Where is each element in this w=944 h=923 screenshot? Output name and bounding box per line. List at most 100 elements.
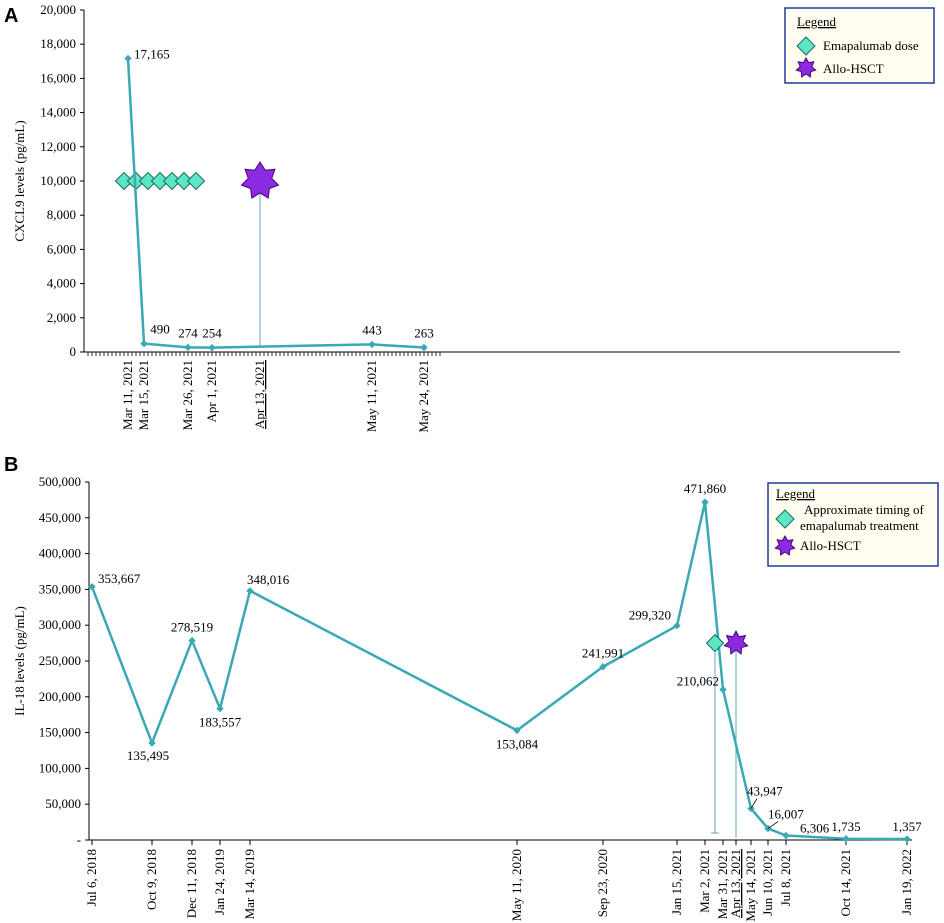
b-y-tick-label: 500,000 (39, 474, 81, 489)
panel-letter-b: B (4, 454, 18, 476)
b-legend-title: Legend (776, 486, 815, 501)
a-x-tick-label: Mar 15, 2021 (136, 360, 151, 430)
panel-letter-a: A (4, 5, 18, 27)
a-y-axis-label: CXCL9 levels (pg/mL) (12, 120, 27, 241)
a-x-tick-label: May 24, 2021 (416, 360, 431, 433)
b-x-tick-label: Oct 9, 2018 (144, 849, 159, 910)
b-y-tick-label: 350,000 (39, 581, 81, 596)
b-data-label: 153,084 (496, 736, 539, 751)
b-y-tick-label: 250,000 (39, 653, 81, 668)
a-x-tick-label: May 11, 2021 (364, 360, 379, 432)
b-y-axis-label: IL-18 levels (pg/mL) (12, 606, 27, 716)
b-x-tick-label: Oct 14, 2021 (838, 849, 853, 917)
a-y-tick-label: 6,000 (47, 241, 76, 256)
a-data-label: 443 (362, 322, 382, 337)
b-data-point (782, 831, 790, 840)
b-x-tick-label: Jul 6, 2018 (84, 849, 99, 906)
a-hsct-star-marker (240, 161, 280, 199)
b-x-tick-label: Sep 23, 2020 (595, 849, 610, 917)
b-x-tick-label: May 14, 2021 (743, 849, 758, 922)
a-data-point (140, 339, 148, 348)
a-data-label: 17,165 (134, 46, 170, 61)
a-y-tick-label: 20,000 (40, 2, 76, 17)
b-legend-diamond-icon (775, 509, 795, 529)
b-data-point (903, 835, 911, 843)
b-data-label: 348,016 (247, 572, 290, 587)
b-legend-allo-hsct: Allo-HSCT (800, 538, 861, 553)
a-data-point (124, 54, 132, 63)
b-data-point (701, 498, 709, 506)
b-y-tick-label: 400,000 (39, 546, 81, 561)
b-x-tick-label: Jun 10, 2021 (760, 849, 775, 916)
b-data-point (842, 835, 850, 843)
b-label-leader (750, 798, 758, 809)
b-data-point (216, 704, 224, 713)
b-data-label: 241,991 (582, 646, 624, 661)
b-data-label: 471,860 (684, 481, 726, 496)
a-y-tick-label: 4,000 (47, 276, 76, 291)
panel-a: CXCL9 levels (pg/mL) 0 2,000 4,000 6,000 8,0… (12, 2, 935, 433)
a-legend-emapalumab: Emapalumab dose (823, 38, 919, 53)
b-data-point (513, 726, 521, 735)
a-emapalumab-dose-marker (186, 171, 206, 191)
b-legend-star-icon (774, 534, 796, 556)
a-y-tick-label: 12,000 (40, 139, 76, 154)
b-x-tick-label: Jan 19, 2022 (899, 849, 914, 915)
a-legend-star-icon (795, 56, 817, 78)
a-data-point (368, 340, 376, 349)
b-x-tick-label: Jul 8, 2021 (778, 849, 793, 906)
b-legend: Legend Approximate timing of emapalumab … (767, 482, 939, 567)
b-y-tick-label: 150,000 (39, 725, 81, 740)
b-x-tick-label: Mar 2, 2021 (697, 849, 712, 913)
b-y-tick-label: - (77, 832, 81, 847)
a-data-point (420, 343, 428, 352)
b-data-point (88, 583, 96, 591)
b-x-tick-label: Mar 14, 2019 (242, 849, 257, 919)
b-hsct-star-marker (723, 630, 749, 655)
a-x-tick-label: Mar 26, 2021 (180, 360, 195, 430)
b-data-label: 299,320 (629, 608, 671, 623)
b-legend-emapalumab-line1: Approximate timing of (804, 502, 925, 517)
a-series-line (126, 58, 425, 349)
b-data-label: 1,357 (892, 819, 922, 834)
b-label-leader (767, 821, 779, 829)
b-data-point (599, 663, 607, 671)
b-x-tick-label: May 11, 2020 (509, 849, 524, 921)
a-legend: Legend Emapalumab dose Allo-HSCT (784, 7, 935, 84)
a-y-tick-label: 8,000 (47, 207, 76, 222)
b-y-tick-label: 450,000 (39, 510, 81, 525)
b-y-tick-label: 200,000 (39, 689, 81, 704)
b-data-point (246, 587, 254, 595)
b-data-label: 278,519 (171, 620, 213, 635)
b-y-tick-label: 50,000 (45, 796, 81, 811)
a-x-tick-label: Mar 11, 2021 (120, 360, 135, 430)
b-data-label: 353,667 (98, 571, 141, 586)
b-data-label: 135,495 (127, 748, 169, 763)
a-y-tick-label: 10,000 (40, 173, 76, 188)
b-x-tick-label: Jan 24, 2019 (212, 849, 227, 915)
b-data-point (188, 636, 196, 645)
a-y-tick-label: 18,000 (40, 36, 76, 51)
a-data-label: 254 (202, 326, 222, 341)
panel-b: IL-18 levels (pg/mL) - 50,000 100,000 150,0… (12, 474, 939, 922)
b-data-label: 6,306 (800, 820, 830, 835)
a-y-tick-label: 0 (70, 344, 77, 359)
a-data-label: 274 (178, 325, 198, 340)
b-emapalumab-marker (705, 633, 725, 653)
a-data-point (208, 343, 216, 352)
b-data-point (673, 621, 681, 630)
b-y-tick-label: 300,000 (39, 617, 81, 632)
b-data-point (148, 739, 156, 747)
b-data-label: 43,947 (747, 784, 783, 799)
a-legend-diamond-icon (796, 36, 816, 56)
b-legend-emapalumab-line2: emapalumab treatment (800, 518, 919, 533)
b-y-tick-label: 100,000 (39, 760, 81, 775)
a-x-tick-label: Apr 1, 2021 (204, 360, 219, 422)
a-x-tick-label-hsct: Apr 13, 2021 (252, 360, 267, 429)
a-data-point (184, 343, 192, 352)
b-data-label: 210,062 (677, 674, 719, 689)
b-x-tick-label: Mar 31, 2021 (715, 849, 730, 919)
b-data-point (719, 685, 727, 694)
b-x-tick-label: Jan 15, 2021 (669, 849, 684, 915)
